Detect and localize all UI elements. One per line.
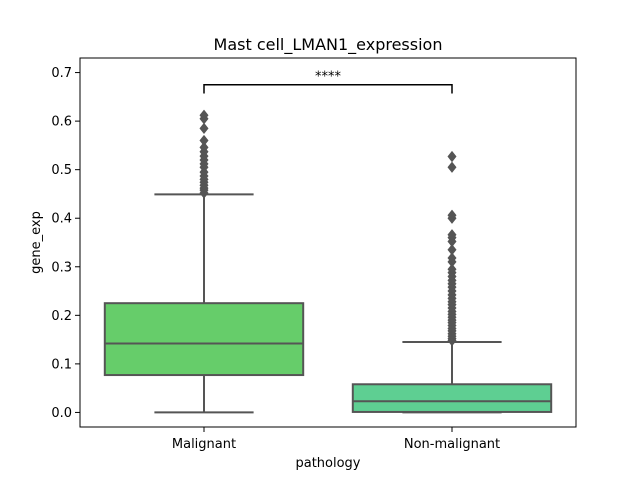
y-tick-label: 0.4 [51, 212, 72, 227]
significance-bracket [203, 83, 453, 94]
y-tick-label: 0.6 [51, 115, 72, 130]
outlier-point [447, 252, 457, 264]
outlier-point [199, 134, 209, 147]
outlier-point [447, 161, 457, 173]
y-tick-label: 0.5 [51, 163, 72, 178]
outlier-point [447, 229, 457, 241]
outlier-point [447, 244, 457, 256]
y-tick-label: 0.3 [51, 260, 72, 275]
y-axis: 0.0 0.1 0.2 0.3 0.4 0.5 0.6 0.7 [51, 66, 80, 421]
y-tick-label: 0.0 [51, 406, 72, 421]
y-axis-title: gene_exp [29, 211, 44, 274]
box-group-malignant [103, 109, 305, 414]
outlier-point [447, 150, 457, 163]
box-series [103, 109, 553, 414]
box-group-non-malignant [351, 150, 553, 414]
y-tick-label: 0.7 [51, 66, 72, 81]
iqr-box [103, 302, 305, 377]
x-axis-title: pathology [295, 456, 360, 471]
outlier-point [199, 141, 209, 153]
outlier-point [447, 263, 457, 275]
y-tick-label: 0.2 [51, 309, 72, 324]
significance-label: **** [315, 70, 342, 85]
chart-title: Mast cell_LMAN1_expression [214, 35, 443, 55]
outlier-point [199, 109, 209, 121]
x-axis: Malignant Non-malignant [172, 427, 500, 452]
iqr-box [351, 383, 553, 413]
plot-area-frame [79, 57, 577, 428]
outlier-point [447, 209, 457, 221]
y-tick-label: 0.1 [51, 357, 72, 372]
significance-annotation: **** [203, 70, 453, 94]
outlier-point [199, 122, 209, 135]
x-tick-label: Malignant [172, 437, 236, 452]
x-tick-label: Non-malignant [404, 437, 500, 452]
